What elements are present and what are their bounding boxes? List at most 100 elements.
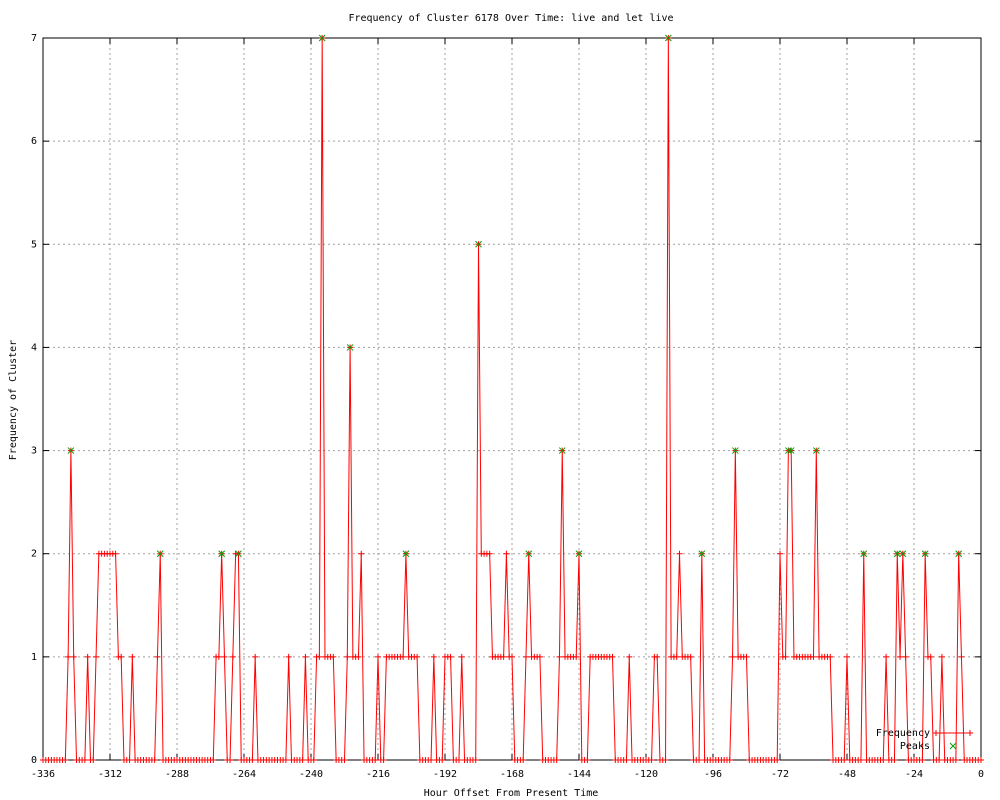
point (285, 653, 292, 660)
point (522, 653, 529, 660)
point (902, 653, 909, 660)
point (623, 757, 630, 763)
x-tick-label: -48 (838, 769, 856, 780)
point (402, 550, 410, 558)
point (978, 757, 984, 763)
point (112, 550, 119, 557)
point (249, 757, 256, 763)
point (662, 757, 669, 763)
point (919, 757, 926, 763)
point (664, 34, 672, 42)
point (126, 757, 133, 763)
x-tick-label: -288 (165, 769, 189, 780)
point (687, 653, 694, 660)
point (221, 653, 228, 660)
legend-marker (949, 742, 957, 750)
y-tick-label: 0 (31, 755, 37, 766)
point (897, 653, 904, 660)
legend-marker (933, 730, 939, 736)
point (893, 550, 901, 558)
x-tick-label: -312 (98, 769, 122, 780)
point (609, 653, 616, 660)
y-tick-label: 7 (31, 33, 37, 44)
point (558, 447, 566, 454)
point (282, 757, 289, 763)
chart-title: Frequency of Cluster 6178 Over Time: liv… (348, 13, 673, 24)
point (65, 653, 72, 660)
point (430, 653, 437, 660)
point (302, 653, 309, 660)
point (810, 653, 817, 660)
point (536, 653, 543, 660)
point (827, 653, 834, 660)
x-tick-label: -264 (232, 769, 256, 780)
legend-marker (967, 730, 973, 736)
point (316, 653, 323, 660)
point (520, 757, 527, 763)
point (812, 447, 820, 454)
point (936, 757, 943, 763)
point (857, 757, 864, 763)
point (447, 653, 454, 660)
x-tick-label: -144 (567, 769, 591, 780)
point (726, 757, 733, 763)
point (509, 653, 515, 660)
point (500, 653, 507, 660)
point (439, 757, 446, 763)
point (380, 757, 387, 763)
point (698, 550, 706, 558)
point (891, 757, 898, 763)
point (556, 653, 563, 660)
point (227, 757, 234, 763)
y-tick-label: 3 (31, 446, 37, 457)
point (70, 653, 77, 660)
point (503, 550, 510, 557)
point (841, 757, 848, 763)
point (84, 653, 91, 660)
point (344, 653, 351, 660)
point (455, 757, 462, 763)
point (154, 653, 161, 660)
point (90, 757, 97, 763)
point (648, 757, 655, 763)
y-axis-label: Frequency of Cluster (8, 340, 19, 460)
y-tick-label: 2 (31, 549, 37, 560)
x-axis-label: Hour Offset From Present Time (424, 788, 599, 799)
point (955, 550, 963, 558)
point (346, 344, 354, 351)
point (210, 757, 217, 763)
point (883, 653, 890, 660)
point (787, 447, 795, 454)
y-tick-label: 5 (31, 239, 37, 250)
x-tick-label: -336 (31, 769, 55, 780)
point (921, 550, 929, 558)
point (414, 653, 421, 660)
point (472, 757, 479, 763)
point (341, 757, 348, 763)
point (67, 447, 75, 454)
point (299, 757, 306, 763)
point (310, 757, 317, 763)
point (62, 757, 69, 763)
legend-label: Frequency (876, 728, 930, 739)
point (372, 757, 379, 763)
point (475, 240, 482, 248)
point (428, 757, 435, 763)
point (952, 757, 959, 763)
y-tick-label: 6 (31, 136, 37, 147)
point (252, 653, 259, 660)
point (729, 653, 736, 660)
point (218, 550, 226, 558)
point (235, 550, 242, 558)
point (156, 550, 164, 558)
point (899, 550, 907, 558)
y-tick-label: 1 (31, 652, 37, 663)
point (358, 550, 365, 557)
x-tick-label: -240 (299, 769, 323, 780)
point (626, 653, 633, 660)
x-tick-label: -24 (905, 769, 923, 780)
point (118, 653, 125, 660)
point (696, 757, 703, 763)
point (93, 653, 100, 660)
x-tick-label: -216 (366, 769, 390, 780)
